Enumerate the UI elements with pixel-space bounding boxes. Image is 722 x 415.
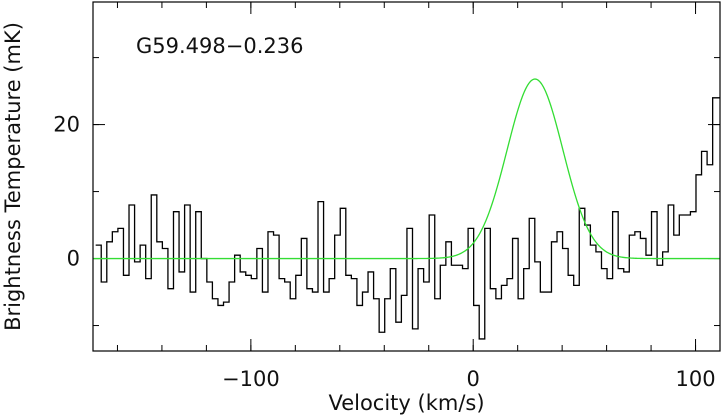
plot-frame	[92, 1, 721, 352]
y-axis-label: Brightness Temperature (mK)	[1, 22, 25, 331]
y-tick-label: 0	[67, 247, 80, 271]
gaussian-fit-line	[93, 78, 720, 260]
x-tick-label: 0	[467, 367, 480, 391]
x-tick-label: 100	[675, 367, 715, 391]
spectrum-histogram	[95, 97, 720, 340]
y-tick-label: 20	[53, 113, 80, 137]
series-layer	[93, 78, 720, 340]
x-axis-label: Velocity (km/s)	[328, 391, 484, 415]
source-annotation: G59.498−0.236	[136, 34, 303, 58]
x-tick-label: −100	[222, 367, 280, 391]
tick-labels: −100 0 100 0 20	[53, 113, 715, 391]
